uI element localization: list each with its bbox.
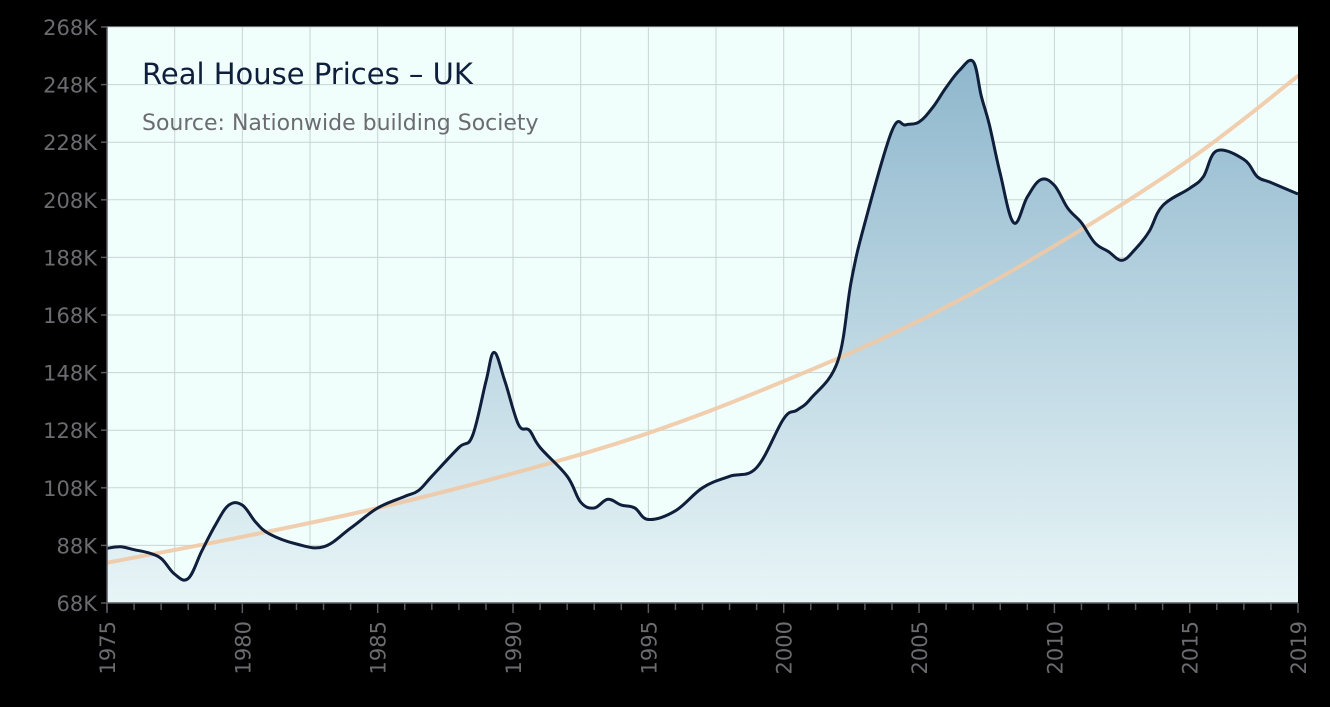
price-line: [107, 58, 1298, 582]
trend-line-layer: [107, 74, 1298, 565]
chart-subtitle: Source: Nationwide building Society: [142, 111, 539, 136]
y-tick-label: 208K: [43, 189, 98, 213]
y-tick-label: 188K: [43, 246, 98, 270]
x-tick-label: 1990: [502, 621, 526, 674]
y-tick-label: 228K: [43, 131, 98, 155]
chart-title: Real House Prices – UK: [142, 57, 474, 91]
x-tick-label: 1975: [96, 621, 120, 674]
x-tick-label: 2010: [1043, 621, 1067, 674]
y-tick-label: 268K: [43, 16, 98, 40]
price-line-layer: [107, 58, 1298, 582]
price-area: [107, 60, 1298, 603]
y-tick-label: 108K: [43, 477, 98, 501]
y-tick-label: 68K: [57, 592, 99, 616]
x-tick-label: 1995: [637, 621, 661, 674]
y-tick-label: 88K: [57, 534, 99, 558]
x-tick-label: 2019: [1287, 621, 1311, 674]
x-tick-label: 2005: [908, 621, 932, 674]
x-tick-label: 2000: [773, 621, 797, 674]
x-tick-label: 2015: [1179, 621, 1203, 674]
x-tick-label: 1980: [231, 621, 255, 674]
trend-line: [107, 74, 1298, 565]
y-tick-label: 128K: [43, 419, 98, 443]
y-tick-label: 148K: [43, 362, 98, 386]
axes: 68K 88K 108K 128K 148K 168K 188K 208K 228K 248K 26…: [43, 16, 1311, 674]
y-tick-label: 248K: [43, 74, 98, 98]
x-tick-label: 1985: [367, 621, 391, 674]
y-tick-label: 168K: [43, 304, 98, 328]
area-fill-layer: [107, 60, 1298, 603]
